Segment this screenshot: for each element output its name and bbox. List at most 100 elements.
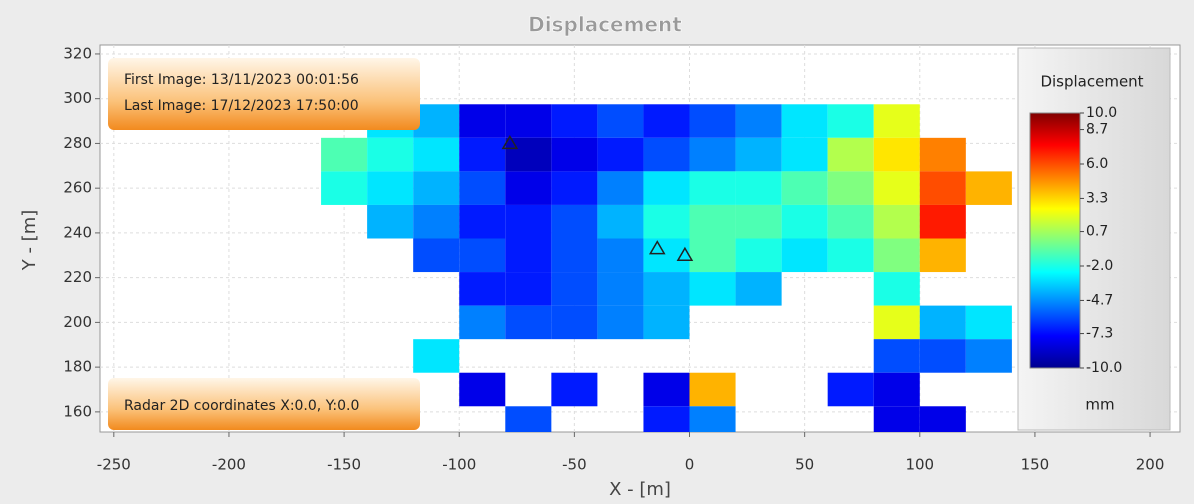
map-cell [689,104,736,138]
map-cell [551,137,598,172]
point-marker [648,240,666,255]
map-cell [873,339,920,373]
map-cell [735,137,782,172]
map-cell [689,204,736,239]
colorbar-tick-label: -7.3 [1086,326,1113,342]
map-cell [551,272,598,306]
map-cell [689,406,736,432]
map-cell [597,238,644,273]
x-tick-label: -50 [562,456,587,474]
map-cell [413,104,460,138]
map-cell [551,238,598,273]
x-tick-label: -100 [442,456,476,474]
map-cell [413,238,460,273]
map-cell [827,372,874,407]
x-tick-label: 150 [1021,456,1050,474]
map-cell [505,104,552,138]
map-cell [781,204,828,239]
map-cell [919,171,966,205]
map-cell [459,238,506,273]
map-cell [735,238,782,273]
map-cell [689,137,736,172]
chart-title: Displacement [528,13,682,37]
map-cell [413,339,460,373]
map-cell [643,104,690,138]
map-cell [827,137,874,172]
map-cell [919,406,966,432]
y-tick-label: 300 [63,89,92,107]
map-cell [827,171,874,205]
map-cell [505,204,552,239]
map-cell [597,204,644,239]
map-cell [459,305,506,340]
map-cell [735,171,782,205]
map-cell [643,171,690,205]
y-tick-label: 320 [63,44,92,62]
colorbar: 10.08.7 6.0 3.3 0.7 -2.0 -4.7 -7.3 -10.0 [1029,105,1122,376]
colorbar-tick-label: -4.7 [1086,292,1113,308]
colorbar-gradient [1029,112,1081,369]
colorbar-title: Displacement [1040,73,1143,91]
displacement-map [321,104,1012,432]
map-cell [551,204,598,239]
map-cell [459,272,506,306]
map-cell [735,104,782,138]
map-cell [873,171,920,205]
map-cell [643,305,690,340]
map-cell [321,137,368,172]
map-cell [413,204,460,239]
map-cell [735,272,782,306]
map-cell [505,238,552,273]
map-cell [459,104,506,138]
map-cell [367,204,414,239]
colorbar-tick-label: 0.7 [1086,224,1108,240]
map-cell [643,238,690,273]
map-cell [505,305,552,340]
map-cell [551,305,598,340]
map-cell [919,238,966,273]
map-cell [735,204,782,239]
map-cell [689,372,736,407]
y-tick-label: 180 [63,358,92,376]
coordinates-box [108,378,420,430]
map-cell [367,171,414,205]
map-cell [919,339,966,373]
last-image-text: Last Image: 17/12/2023 17:50:00 [124,98,359,114]
map-cell [597,137,644,172]
colorbar-tick-label: 6.0 [1086,156,1108,172]
map-cell [505,137,552,172]
y-tick-label: 220 [63,268,92,286]
map-cell [643,406,690,432]
x-tick-label: 100 [905,456,934,474]
map-cell [827,104,874,138]
image-info-box [108,58,420,130]
y-tick-label: 160 [63,402,92,420]
point-marker [676,246,694,262]
y-axis-label: Y - [m] [19,210,40,272]
point-marker [501,134,519,150]
map-cell [689,238,736,273]
map-cell [919,204,966,239]
map-cell [459,171,506,205]
markers [501,134,694,262]
map-cell [781,137,828,172]
x-tick-label: 0 [685,456,695,474]
map-cell [551,372,598,407]
colorbar-tick-label: -10.0 [1086,360,1122,376]
colorbar-unit: mm [1085,396,1114,414]
map-cell [505,171,552,205]
map-cell [781,238,828,273]
map-cell [781,171,828,205]
map-cell [873,204,920,239]
map-cell [551,171,598,205]
map-cell [689,272,736,306]
map-cell [505,272,552,306]
map-cell [919,305,966,340]
map-cell [413,137,460,172]
map-cell [459,137,506,172]
map-cell [873,372,920,407]
map-cell [643,372,690,407]
x-axis-label: X - [m] [609,479,671,500]
map-cell [597,171,644,205]
map-cell [413,171,460,205]
